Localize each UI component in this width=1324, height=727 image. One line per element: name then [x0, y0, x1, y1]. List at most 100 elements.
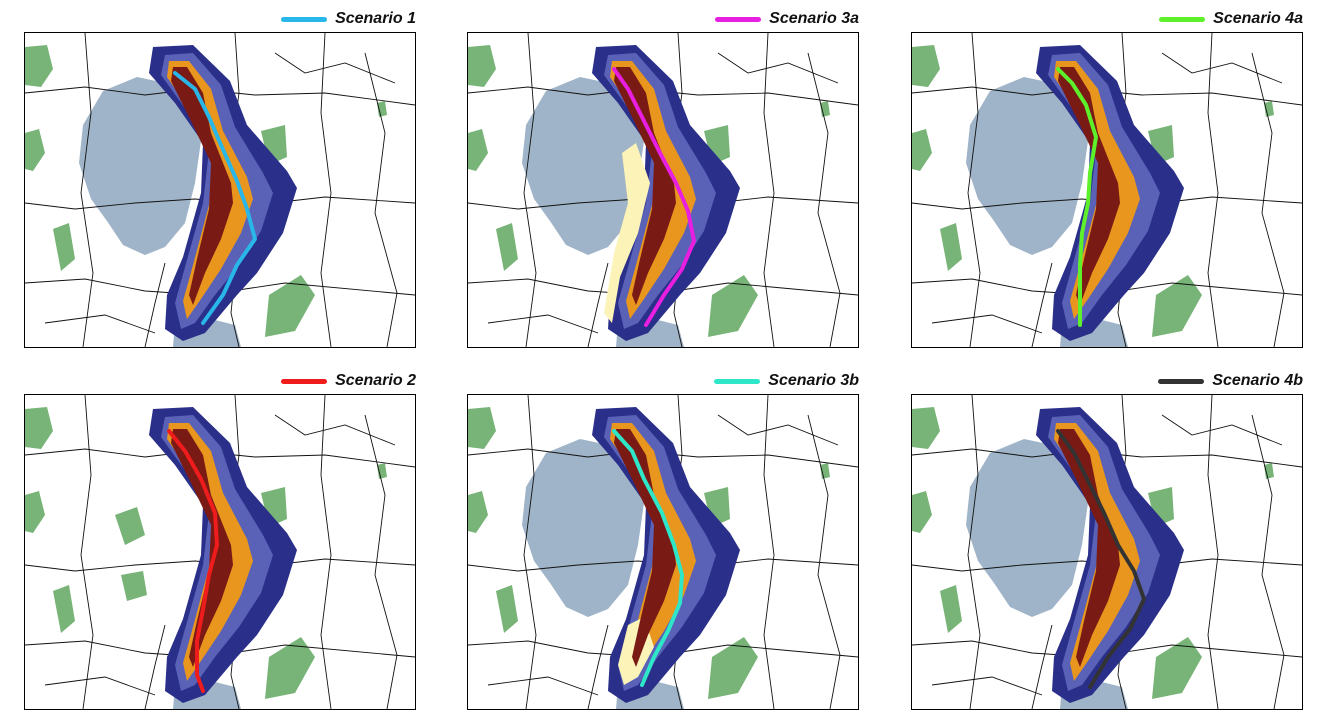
- legend-swatch: [281, 378, 328, 384]
- road-line: [364, 52, 398, 347]
- map-svg: [912, 33, 1302, 347]
- corridor-core-band: [171, 429, 233, 667]
- map-svg: [468, 33, 858, 347]
- legend-label: Scenario 2: [335, 372, 416, 389]
- forest-area: [265, 275, 315, 337]
- road-line: [468, 558, 858, 572]
- legend-label: Scenario 4b: [1212, 372, 1303, 389]
- lake-area: [79, 77, 201, 255]
- corridor-light-band: [604, 143, 650, 323]
- road-line: [44, 314, 156, 334]
- legend-swatch: [1159, 16, 1206, 22]
- road-line: [763, 395, 775, 709]
- scenario-route-line: [612, 67, 696, 327]
- road-line: [967, 33, 981, 347]
- map-svg: [25, 395, 415, 709]
- panel-legend: Scenario 1: [281, 8, 416, 30]
- forest-area: [1152, 275, 1202, 337]
- road-line: [807, 414, 841, 709]
- panel-legend: Scenario 4b: [1158, 370, 1303, 392]
- road-line: [1207, 395, 1219, 709]
- forest-area: [1264, 463, 1274, 479]
- panel-legend: Scenario 4a: [1159, 8, 1303, 30]
- road-line: [1031, 624, 1053, 709]
- forest-area: [496, 585, 518, 633]
- panel-legend: Scenario 3a: [715, 8, 859, 30]
- map-frame: [467, 394, 859, 710]
- map-frame: [24, 32, 416, 348]
- road-line: [717, 414, 839, 446]
- forest-area: [265, 637, 315, 699]
- forest-area: [708, 637, 758, 699]
- map-frame: [911, 32, 1303, 348]
- forest-area: [53, 223, 75, 271]
- forest-area: [468, 407, 496, 449]
- scenario-route-line: [612, 429, 684, 687]
- forest-area: [377, 101, 387, 117]
- road-line: [587, 262, 609, 347]
- scenario-route-line: [173, 71, 257, 325]
- road-line: [364, 414, 398, 709]
- road-line: [487, 676, 599, 696]
- road-line: [763, 33, 775, 347]
- lake-area: [522, 439, 644, 617]
- map-panel-s4a: Scenario 4a: [911, 8, 1303, 350]
- map-frame: [911, 394, 1303, 710]
- forest-area: [912, 491, 932, 533]
- road-line: [523, 33, 537, 347]
- forest-area: [820, 463, 830, 479]
- road-line: [320, 395, 332, 709]
- legend-swatch: [715, 16, 762, 22]
- map-svg: [468, 395, 858, 709]
- lake-area: [966, 439, 1088, 617]
- lake-area: [966, 77, 1088, 255]
- forest-area: [53, 585, 75, 633]
- road-line: [487, 314, 599, 334]
- forest-area: [496, 223, 518, 271]
- road-line: [912, 196, 1302, 210]
- corridor-core-band: [614, 67, 676, 305]
- forest-area: [377, 463, 387, 479]
- forest-area: [25, 407, 53, 449]
- legend-label: Scenario 4a: [1213, 10, 1303, 27]
- scenario-route-line: [1056, 429, 1146, 689]
- forest-area: [940, 585, 962, 633]
- legend-label: Scenario 3a: [769, 10, 859, 27]
- map-panel-s2: Scenario 2: [24, 370, 416, 712]
- legend-swatch: [281, 16, 328, 22]
- forest-area: [912, 407, 940, 449]
- forest-area: [940, 223, 962, 271]
- road-line: [967, 395, 981, 709]
- road-line: [1207, 33, 1219, 347]
- legend-swatch: [1158, 378, 1205, 384]
- road-line: [1161, 414, 1283, 446]
- road-line: [274, 52, 396, 84]
- map-panel-s4b: Scenario 4b: [911, 370, 1303, 712]
- corridor-core-band: [1058, 429, 1120, 667]
- road-line: [25, 558, 415, 572]
- road-line: [1161, 52, 1283, 84]
- road-line: [1251, 414, 1285, 709]
- road-line: [25, 196, 415, 210]
- corridor-core-band: [171, 67, 233, 305]
- road-line: [144, 262, 166, 347]
- map-svg: [25, 33, 415, 347]
- forest-area: [25, 45, 53, 87]
- road-line: [1251, 52, 1285, 347]
- road-line: [931, 676, 1043, 696]
- legend-swatch: [714, 378, 761, 384]
- scenario-route-line: [1056, 67, 1098, 327]
- legend-label: Scenario 3b: [768, 372, 859, 389]
- forest-area: [708, 275, 758, 337]
- forest-area: [820, 101, 830, 117]
- road-line: [44, 676, 156, 696]
- map-frame: [467, 32, 859, 348]
- forest-area: [468, 45, 496, 87]
- forest-area: [25, 129, 45, 171]
- forest-area: [912, 129, 932, 171]
- map-frame: [24, 394, 416, 710]
- road-line: [320, 33, 332, 347]
- forest-area: [115, 507, 145, 545]
- forest-area: [121, 571, 147, 601]
- corridor-core-band: [1058, 67, 1120, 305]
